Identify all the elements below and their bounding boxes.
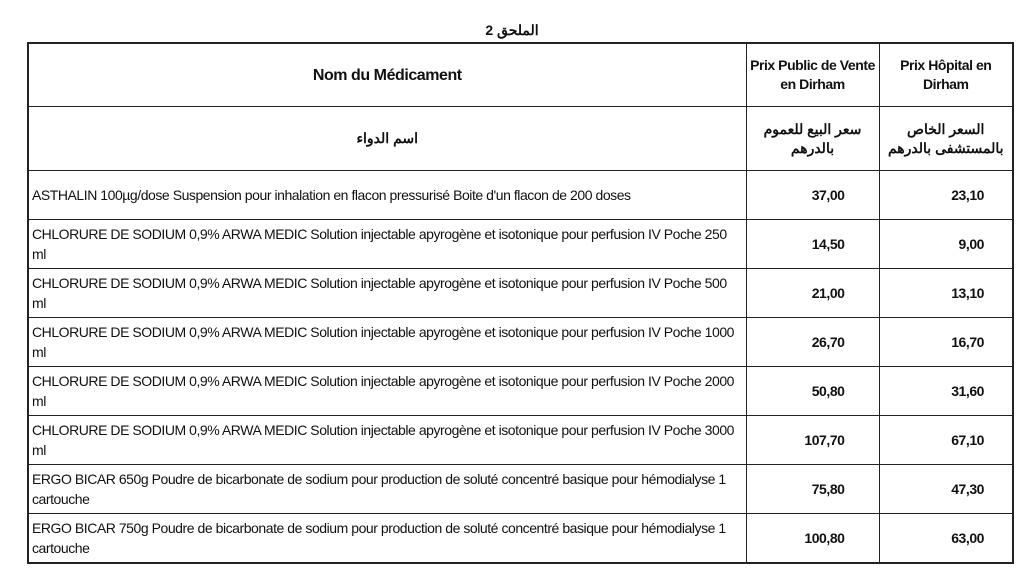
table-row: ERGO BICAR 650g Poudre de bicarbonate de… [27,464,1014,514]
table-row: CHLORURE DE SODIUM 0,9% ARWA MEDIC Solut… [27,317,1014,367]
price-table: Nom du Médicament Prix Public de Vente e… [27,42,1014,564]
hospital-price: 47,30 [878,464,1014,514]
hospital-price: 9,00 [878,219,1014,269]
medication-name: CHLORURE DE SODIUM 0,9% ARWA MEDIC Solut… [27,415,747,465]
public-price: 14,50 [745,219,880,269]
public-price: 107,70 [745,415,880,465]
header-name-fr: Nom du Médicament [27,42,747,107]
header-public-price-ar: سعر البيع للعموم بالدرهم [745,106,880,171]
header-hospital-price-ar: السعر الخاص بالمستشفى بالدرهم [878,106,1014,171]
medication-name: ASTHALIN 100µg/dose Suspension pour inha… [27,170,747,220]
hospital-price: 67,10 [878,415,1014,465]
hospital-price: 31,60 [878,366,1014,416]
public-price: 75,80 [745,464,880,514]
hospital-price: 16,70 [878,317,1014,367]
medication-name: CHLORURE DE SODIUM 0,9% ARWA MEDIC Solut… [27,317,747,367]
hospital-price: 63,00 [878,513,1014,563]
header-row-arabic: اسم الدواء سعر البيع للعموم بالدرهم السع… [27,106,1014,171]
hospital-price: 13,10 [878,268,1014,318]
medication-name: CHLORURE DE SODIUM 0,9% ARWA MEDIC Solut… [27,268,747,318]
table-row: CHLORURE DE SODIUM 0,9% ARWA MEDIC Solut… [27,366,1014,416]
public-price: 100,80 [745,513,880,563]
medication-name: CHLORURE DE SODIUM 0,9% ARWA MEDIC Solut… [27,366,747,416]
table-row: CHLORURE DE SODIUM 0,9% ARWA MEDIC Solut… [27,219,1014,269]
public-price: 50,80 [745,366,880,416]
public-price: 26,70 [745,317,880,367]
medication-name: CHLORURE DE SODIUM 0,9% ARWA MEDIC Solut… [27,219,747,269]
public-price: 21,00 [745,268,880,318]
medication-name: ERGO BICAR 650g Poudre de bicarbonate de… [27,464,747,514]
document-title: الملحق 2 [485,22,539,38]
header-name-ar: اسم الدواء [27,106,747,171]
header-public-price-fr: Prix Public de Vente en Dirham [745,42,880,107]
table-row: ERGO BICAR 750g Poudre de bicarbonate de… [27,513,1014,563]
medication-name: ERGO BICAR 750g Poudre de bicarbonate de… [27,513,747,563]
header-hospital-price-fr: Prix Hôpital en Dirham [878,42,1014,107]
public-price: 37,00 [745,170,880,220]
hospital-price: 23,10 [878,170,1014,220]
table-row: ASTHALIN 100µg/dose Suspension pour inha… [27,170,1014,220]
header-row-french: Nom du Médicament Prix Public de Vente e… [27,42,1014,107]
table-row: CHLORURE DE SODIUM 0,9% ARWA MEDIC Solut… [27,268,1014,318]
table-row: CHLORURE DE SODIUM 0,9% ARWA MEDIC Solut… [27,415,1014,465]
